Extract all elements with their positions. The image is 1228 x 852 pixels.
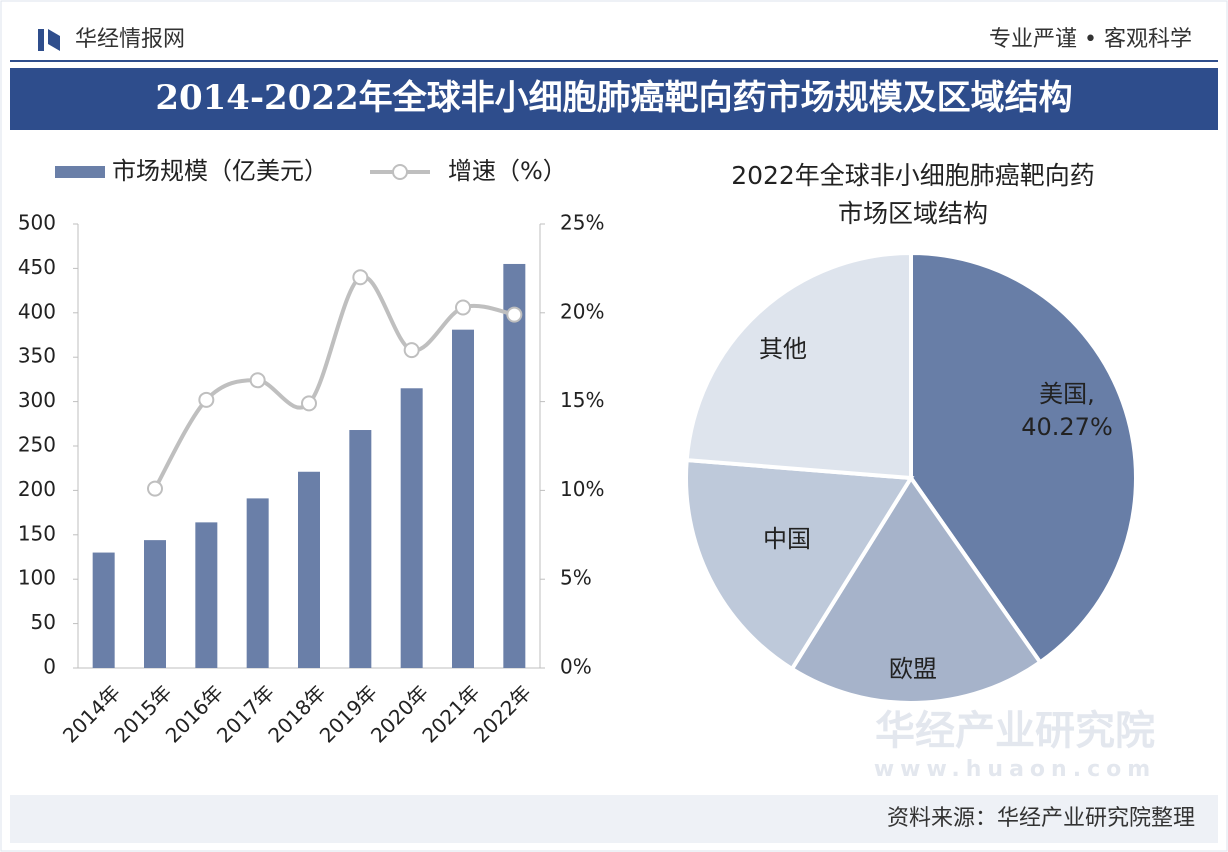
y-tick-label: 500 (18, 211, 56, 235)
watermark: www.huaon.com (874, 757, 1156, 782)
bar (144, 540, 166, 668)
bar (246, 498, 269, 668)
y-tick-label: 150 (18, 521, 56, 545)
y-tick-label: 50 (31, 610, 56, 634)
bar (503, 263, 526, 668)
pie-slice (684, 457, 915, 672)
legend-label: 市场规模（亿美元） (112, 157, 328, 185)
y-tick-label: 0 (43, 655, 56, 679)
marker (198, 391, 215, 408)
bar (92, 552, 115, 668)
y-tick-label: 200 (18, 477, 56, 501)
pie-slice (909, 250, 1138, 666)
footer-band (10, 795, 1218, 843)
bar (400, 388, 423, 668)
slice-label: 美国, (1039, 380, 1095, 408)
slogan: 专业严谨 • 客观科学 (989, 27, 1192, 52)
y-tick-label: 350 (18, 344, 56, 368)
y2-tick-label: 20% (560, 299, 604, 323)
bar (349, 430, 372, 668)
y-tick-label: 300 (18, 388, 56, 412)
watermark: 华经产业研究院 (875, 708, 1155, 754)
y2-tick-label: 0% (560, 655, 592, 679)
y2-tick-label: 5% (560, 566, 592, 590)
marker (147, 480, 163, 497)
legend-marker (392, 164, 408, 180)
marker (506, 306, 523, 323)
pie-slice (684, 250, 913, 481)
value-label: 40.27% (1021, 413, 1113, 441)
y-tick-label: 250 (18, 433, 56, 457)
y2-tick-label: 15% (560, 388, 604, 412)
logo (48, 29, 60, 51)
y2-tick-label: 25% (560, 211, 604, 235)
title-band (10, 68, 1218, 130)
marker (455, 299, 471, 316)
y-tick-label: 100 (18, 566, 56, 590)
legend-label: 增速（%） (448, 157, 567, 185)
marker (352, 269, 369, 286)
y-tick-label: 450 (18, 255, 56, 279)
marker (249, 372, 266, 389)
slice-label: 中国 (763, 525, 811, 553)
slice-label: 欧盟 (889, 655, 937, 683)
logo (38, 29, 44, 51)
marker (403, 342, 420, 359)
pie-title: 市场区域结构 (838, 199, 988, 228)
pie-slice (789, 474, 1043, 705)
slice-label: 其他 (759, 335, 807, 363)
title: 2014-2022年全球非小细胞肺癌靶向药市场规模及区域结构 (155, 78, 1072, 118)
y2-tick-label: 10% (560, 477, 604, 501)
bar (298, 471, 320, 668)
marker (301, 395, 317, 412)
y-tick-label: 400 (18, 299, 56, 323)
brand: 华经情报网 (75, 27, 185, 52)
legend-swatch (55, 166, 105, 178)
bar (452, 329, 474, 668)
footer: 资料来源：华经产业研究院整理 (887, 806, 1195, 831)
pie-title: 2022年全球非小细胞肺癌靶向药 (731, 161, 1095, 190)
bar (195, 522, 218, 668)
